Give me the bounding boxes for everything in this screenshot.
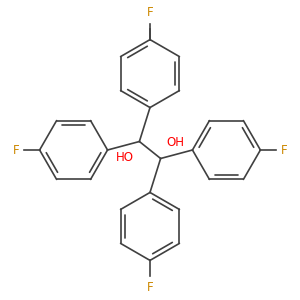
Text: OH: OH xyxy=(166,136,184,149)
Text: F: F xyxy=(13,143,19,157)
Text: F: F xyxy=(281,143,287,157)
Text: F: F xyxy=(147,281,153,294)
Text: HO: HO xyxy=(116,151,134,164)
Text: F: F xyxy=(147,6,153,19)
